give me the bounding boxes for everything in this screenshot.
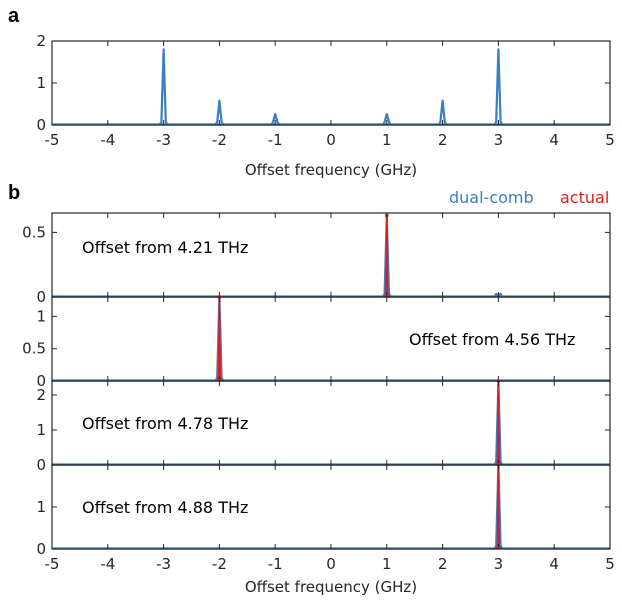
x-tick-label: 4 — [549, 555, 559, 573]
legend-actual: actual — [560, 188, 609, 207]
x-tick-label: 5 — [605, 131, 615, 149]
y-tick-label: 0 — [36, 456, 46, 474]
panel-b-x-tick-labels: -5 -4 -3 -2 -1 0 1 2 3 4 5 — [45, 555, 615, 573]
annotation-4-78-thz: Offset from 4.78 THz — [82, 414, 248, 433]
dual-comb-peak — [214, 99, 225, 126]
annotation-4-56-thz: Offset from 4.56 THz — [409, 330, 575, 349]
x-tick-label: 2 — [438, 555, 448, 573]
x-tick-label: 4 — [549, 131, 559, 149]
x-tick-label: -5 — [45, 131, 60, 149]
x-tick-label: 0 — [326, 555, 336, 573]
x-tick-label: 2 — [438, 131, 448, 149]
panel-a-ticks: -5 -4 -3 -2 -1 0 1 2 3 4 5 0 1 2 — [36, 32, 614, 149]
dual-comb-peak — [381, 112, 392, 126]
panel-a-curves — [52, 48, 610, 126]
panel-b-x-axis-label: Offset frequency (GHz) — [245, 578, 417, 596]
legend-dual-comb: dual-comb — [449, 188, 534, 207]
dual-comb-peak — [270, 112, 281, 126]
y-tick-label: 0 — [36, 372, 46, 390]
panel-b-chart: 00.5 Offset from 4.21 THz 00.51 Offset f… — [22, 212, 615, 596]
y-tick-label: 1 — [36, 421, 46, 439]
x-tick-label: 3 — [494, 555, 504, 573]
x-tick-label: -3 — [156, 555, 171, 573]
x-tick-label: -2 — [212, 555, 227, 573]
panel-a-label: a — [8, 5, 20, 27]
y-tick-label: 2 — [36, 32, 46, 50]
subplot-ticks: 01 — [36, 465, 611, 558]
y-tick-label: 1 — [36, 307, 46, 325]
x-tick-label: -3 — [156, 131, 171, 149]
x-tick-label: 5 — [605, 555, 615, 573]
x-tick-label: -1 — [268, 131, 283, 149]
y-tick-label: 0 — [36, 540, 46, 558]
x-tick-label: 0 — [326, 131, 336, 149]
panel-a-x-axis-label: Offset frequency (GHz) — [245, 161, 417, 179]
subplot-4-88-thz: 01 Offset from 4.88 THz — [36, 463, 611, 558]
subplot-4-21-thz: 00.5 Offset from 4.21 THz — [22, 212, 611, 306]
x-tick-label: 1 — [382, 555, 392, 573]
y-tick-label: 0 — [36, 288, 46, 306]
subplot-4-56-thz: 0 0.5 1 Offset from 4.56 THz — [22, 295, 611, 390]
x-tick-label: -5 — [45, 555, 60, 573]
x-tick-label: -4 — [100, 131, 115, 149]
x-tick-label: -4 — [100, 555, 115, 573]
x-tick-label: 1 — [382, 131, 392, 149]
x-tick-label: 3 — [494, 131, 504, 149]
x-tick-label: -1 — [268, 555, 283, 573]
panel-a-chart: -5 -4 -3 -2 -1 0 1 2 3 4 5 0 1 2 Offset frequency (GH… — [36, 32, 614, 179]
x-tick-label: -2 — [212, 131, 227, 149]
y-tick-label: 0.5 — [22, 223, 46, 241]
y-tick-label: 2 — [36, 386, 46, 404]
subplot-4-78-thz: 0 1 2 Offset from 4.78 THz — [36, 379, 611, 474]
y-tick-label: 1 — [36, 74, 46, 92]
y-tick-label: 1 — [36, 498, 46, 516]
dual-comb-peak — [493, 48, 504, 126]
dual-comb-peak — [437, 99, 448, 126]
dual-comb-peak — [158, 48, 169, 126]
annotation-4-88-thz: Offset from 4.88 THz — [82, 498, 248, 517]
y-tick-label: 0.5 — [22, 340, 46, 358]
subplot-ticks: 00.5 — [22, 213, 611, 306]
panel-a-axes-frame — [51, 40, 611, 126]
y-tick-label: 0 — [36, 116, 46, 134]
annotation-4-21-thz: Offset from 4.21 THz — [82, 238, 248, 257]
panel-b-label: b — [8, 182, 20, 204]
